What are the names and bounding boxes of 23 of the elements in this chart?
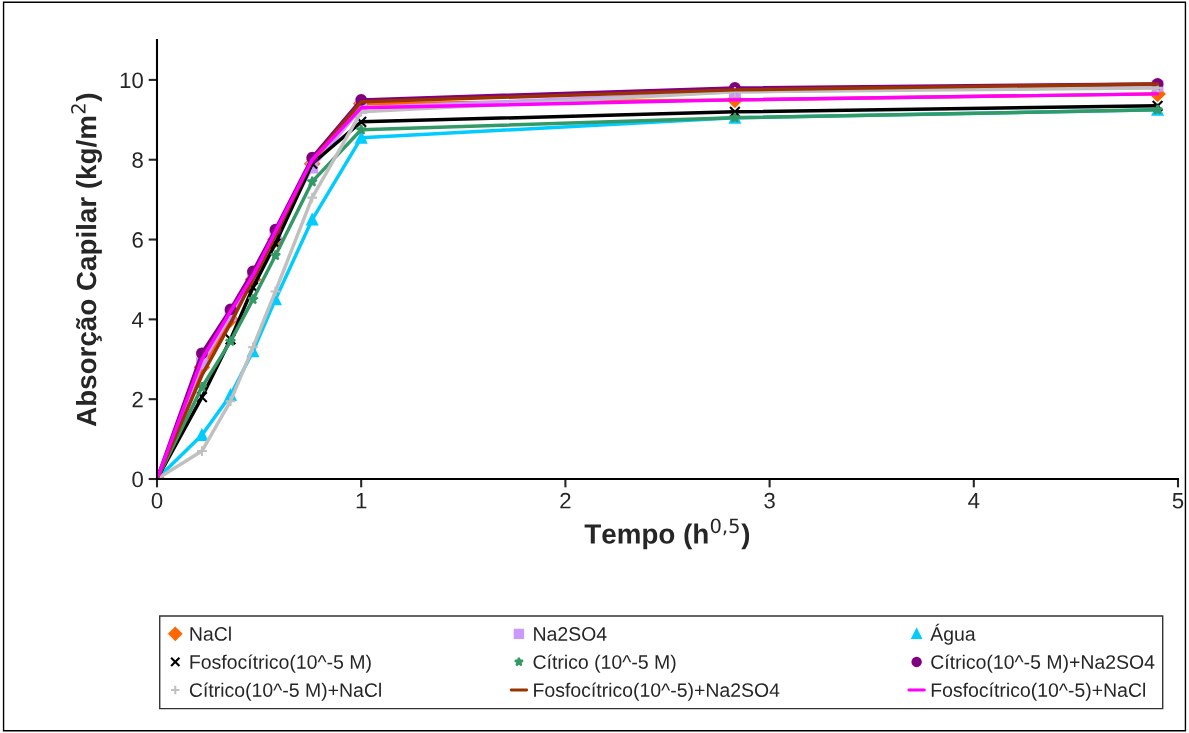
- legend-label: Cítrico (10^-5 M): [533, 654, 676, 673]
- x-tick-label: 4: [968, 493, 980, 509]
- x-tick-label: 2: [560, 492, 571, 509]
- x-tick-label: 5: [1172, 493, 1184, 509]
- x-tick-label: 1: [356, 493, 367, 509]
- legend-label: Cítrico(10^-5 M)+Na2SO4: [931, 654, 1155, 673]
- x-tick-label: 0: [151, 492, 163, 509]
- y-axis-title: Absorção Capilar (kg/m$^{2}$): [71, 93, 102, 427]
- legend-label: Água: [930, 623, 976, 645]
- y-tick-label: 0: [132, 471, 143, 488]
- legend-label: Na2SO4: [534, 627, 607, 641]
- y-tick-label: 4: [131, 312, 144, 328]
- y-tick-label: 8: [132, 152, 143, 168]
- legend-label: NaCl: [190, 626, 231, 641]
- y-tick-label: 10: [120, 72, 143, 89]
- x-axis-title: Tempo (h$^{0,5}$): [584, 518, 750, 550]
- legend-label: Cítrico(10^-5 M)+NaCl: [189, 682, 381, 701]
- y-tick-label: 2: [132, 391, 143, 408]
- x-tick-label: 3: [764, 492, 775, 509]
- legend-label: Fosfocítrico(10^-5)+NaCl: [931, 682, 1145, 701]
- legend-label: Fosfocítrico(10^-5)+Na2SO4: [534, 682, 780, 701]
- legend-label: Fosfocítrico(10^-5 M): [190, 654, 371, 673]
- y-tick-label: 6: [132, 232, 143, 248]
